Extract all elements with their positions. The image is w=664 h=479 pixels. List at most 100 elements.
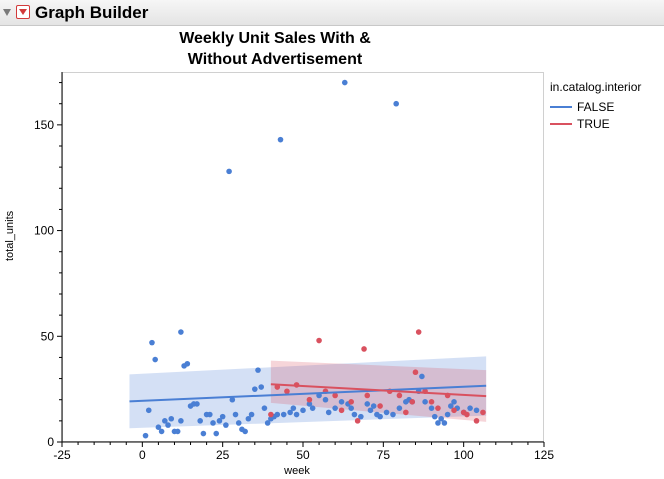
data-point-false-4 bbox=[155, 424, 162, 431]
data-point-true-27 bbox=[473, 418, 480, 424]
data-point-false-65 bbox=[377, 413, 383, 420]
data-point-true-7 bbox=[332, 392, 338, 399]
data-point-false-11 bbox=[178, 418, 184, 424]
data-point-false-10 bbox=[174, 428, 181, 435]
chart-title-line-2: Without Advertisement bbox=[187, 51, 363, 68]
data-point-true-24 bbox=[451, 407, 457, 414]
y-tick-label-0: 0 bbox=[47, 435, 54, 449]
data-point-false-86 bbox=[467, 405, 473, 411]
data-point-false-39 bbox=[264, 420, 271, 426]
data-point-false-67 bbox=[390, 411, 396, 418]
data-point-false-35 bbox=[252, 386, 258, 392]
data-point-false-43 bbox=[277, 136, 284, 143]
data-point-true-22 bbox=[435, 405, 441, 411]
data-point-true-2 bbox=[284, 388, 290, 395]
data-point-true-0 bbox=[268, 411, 274, 418]
data-point-false-81 bbox=[444, 411, 451, 418]
data-point-false-47 bbox=[293, 411, 300, 418]
chart-title: Weekly Unit Sales With & Without Adverti… bbox=[140, 28, 410, 70]
data-point-false-12 bbox=[178, 329, 184, 335]
data-point-false-49 bbox=[306, 401, 313, 407]
data-point-false-29 bbox=[232, 411, 239, 418]
data-point-false-6 bbox=[162, 418, 168, 424]
legend-item-false[interactable]: FALSE bbox=[550, 98, 641, 115]
legend-item-true[interactable]: TRUE bbox=[550, 115, 641, 132]
data-point-false-45 bbox=[287, 409, 293, 416]
data-point-false-25 bbox=[219, 413, 226, 420]
data-point-true-28 bbox=[480, 409, 486, 416]
disclosure-triangle-icon[interactable] bbox=[3, 9, 11, 16]
data-point-false-62 bbox=[367, 407, 374, 414]
data-point-false-68 bbox=[393, 100, 399, 107]
data-point-false-87 bbox=[473, 407, 480, 414]
y-axis-label: total_units bbox=[4, 210, 16, 261]
legend-title: in.catalog.interior bbox=[550, 80, 642, 94]
data-point-false-14 bbox=[184, 360, 191, 367]
data-point-false-53 bbox=[325, 409, 332, 416]
data-point-true-16 bbox=[403, 409, 409, 416]
y-tick-label-50: 50 bbox=[41, 329, 55, 343]
data-point-false-3 bbox=[152, 356, 158, 363]
chart-title-line-1: Weekly Unit Sales With & bbox=[179, 30, 371, 47]
data-point-false-30 bbox=[235, 420, 242, 426]
data-point-false-18 bbox=[197, 418, 203, 424]
data-point-false-5 bbox=[158, 428, 165, 435]
data-point-true-10 bbox=[354, 418, 361, 424]
data-point-false-22 bbox=[210, 420, 216, 426]
data-point-false-69 bbox=[396, 405, 403, 411]
data-point-true-19 bbox=[415, 329, 422, 335]
data-point-false-23 bbox=[213, 430, 220, 437]
data-point-false-37 bbox=[258, 384, 265, 390]
data-point-false-17 bbox=[194, 401, 200, 407]
data-point-false-1 bbox=[145, 407, 152, 414]
data-point-false-55 bbox=[338, 399, 345, 405]
data-point-true-12 bbox=[364, 392, 371, 399]
x-tick-label-50: 50 bbox=[296, 448, 310, 462]
legend: in.catalog.interior FALSE TRUE bbox=[550, 80, 641, 132]
data-point-false-27 bbox=[226, 168, 232, 175]
data-point-false-44 bbox=[280, 411, 287, 418]
data-point-false-34 bbox=[248, 411, 255, 418]
data-point-true-17 bbox=[409, 399, 416, 405]
data-point-false-48 bbox=[300, 407, 306, 414]
data-point-false-50 bbox=[309, 405, 316, 411]
data-point-false-78 bbox=[435, 420, 441, 426]
confidence-band-false bbox=[129, 356, 487, 429]
data-point-false-36 bbox=[255, 367, 261, 373]
data-point-false-46 bbox=[290, 405, 297, 411]
data-point-true-4 bbox=[306, 396, 313, 403]
data-point-true-13 bbox=[377, 403, 383, 409]
data-point-false-74 bbox=[419, 373, 425, 380]
x-tick-label--25: -25 bbox=[53, 448, 71, 462]
header-title: Graph Builder bbox=[35, 3, 149, 22]
fit-line-true bbox=[270, 383, 487, 398]
x-tick-label-125: 125 bbox=[534, 448, 554, 462]
data-point-false-8 bbox=[168, 415, 175, 422]
data-point-true-5 bbox=[316, 337, 322, 344]
data-point-false-79 bbox=[438, 415, 444, 422]
data-point-true-18 bbox=[412, 369, 419, 376]
data-point-false-32 bbox=[242, 428, 248, 435]
data-point-false-38 bbox=[261, 405, 268, 411]
data-point-false-24 bbox=[216, 418, 223, 424]
data-point-false-61 bbox=[364, 401, 371, 407]
data-point-false-80 bbox=[441, 420, 448, 426]
red-triangle-menu-icon[interactable] bbox=[16, 5, 30, 19]
data-point-true-21 bbox=[428, 399, 435, 405]
data-point-false-60 bbox=[358, 413, 364, 420]
data-point-true-8 bbox=[338, 407, 345, 414]
x-axis-label: week bbox=[283, 465, 310, 477]
data-point-false-52 bbox=[322, 396, 329, 403]
legend-label-false: FALSE bbox=[577, 99, 615, 114]
graph-builder-header: Graph Builder bbox=[0, 0, 664, 26]
data-point-false-82 bbox=[448, 403, 454, 409]
x-tick-label-75: 75 bbox=[377, 448, 391, 462]
x-tick-label-0: 0 bbox=[139, 448, 146, 462]
data-point-true-26 bbox=[464, 411, 470, 418]
data-point-false-56 bbox=[341, 79, 348, 86]
data-point-true-9 bbox=[348, 399, 355, 405]
data-point-false-63 bbox=[370, 403, 377, 409]
legend-swatch-true bbox=[550, 122, 572, 125]
data-point-false-58 bbox=[348, 405, 355, 411]
data-point-true-15 bbox=[396, 392, 403, 399]
